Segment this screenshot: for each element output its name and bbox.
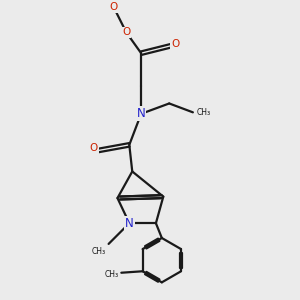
Text: N: N [137,107,146,120]
Text: N: N [125,217,134,230]
Text: O: O [90,143,98,153]
Text: O: O [171,39,179,49]
Text: CH₃: CH₃ [104,270,118,279]
Text: CH₃: CH₃ [196,108,211,117]
Text: O: O [122,28,130,38]
Text: O: O [109,2,117,12]
Text: CH₃: CH₃ [92,247,106,256]
